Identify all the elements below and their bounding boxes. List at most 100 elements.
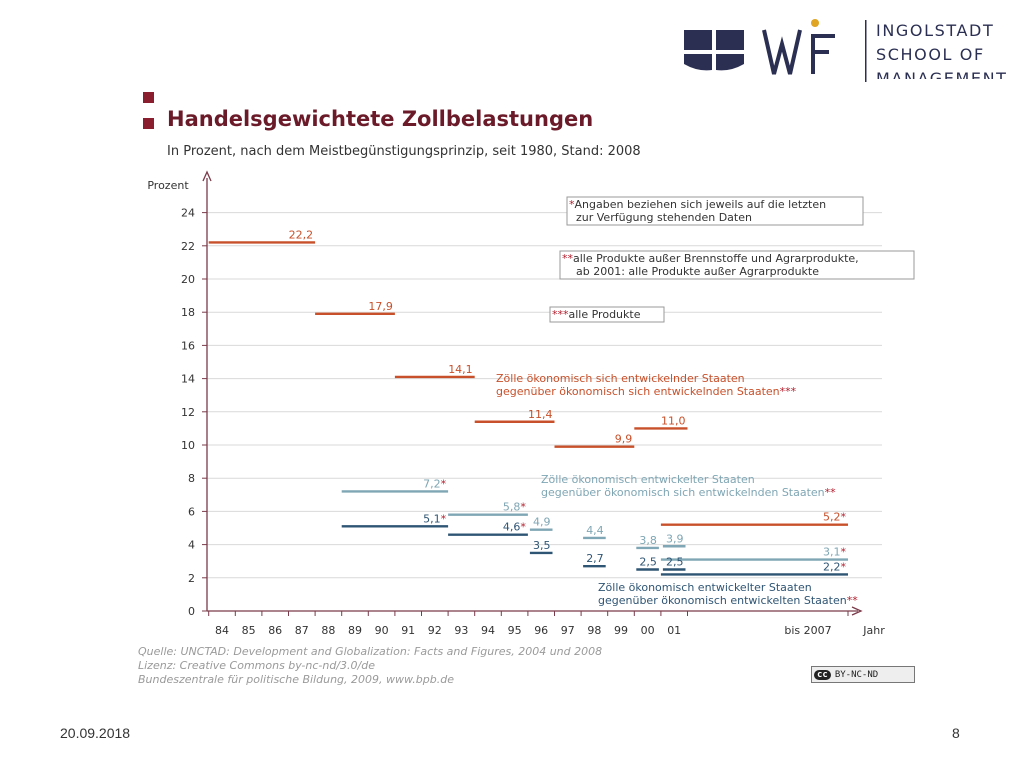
- data-label: 3,8: [639, 534, 657, 547]
- series-label-line: Zölle ökonomisch sich entwickelnder Staa…: [496, 372, 745, 385]
- data-label: 5,2*: [823, 511, 847, 524]
- cc-license-badge[interactable]: cc BY-NC-ND: [811, 666, 915, 683]
- footnote-marker: **: [825, 486, 837, 499]
- x-tick-label: 98: [587, 624, 601, 637]
- y-tick-label: 16: [181, 339, 195, 352]
- x-tick-label: 88: [321, 624, 335, 637]
- footnote-marker: *: [441, 477, 447, 490]
- data-label: 3,5: [533, 539, 551, 552]
- series-label-line: Zölle ökonomisch entwickelter Staaten: [541, 473, 755, 486]
- y-tick-label: 2: [188, 572, 195, 585]
- x-tick-label: 01: [667, 624, 681, 637]
- y-tick-label: 20: [181, 273, 195, 286]
- footnote-marker: *: [841, 511, 847, 524]
- y-tick-label: 4: [188, 539, 195, 552]
- data-label: 2,5: [666, 556, 684, 569]
- logo-text-line-1: INGOLSTADT: [876, 21, 995, 40]
- data-label: 7,2*: [423, 477, 447, 490]
- x-tick-label: 92: [428, 624, 442, 637]
- footnote-box: [559, 250, 915, 280]
- series-label-line: gegenüber ökonomisch sich entwickelnden …: [541, 486, 836, 499]
- footnote-marker: **: [562, 252, 574, 265]
- logo-text-line-3: MANAGEMENT: [876, 69, 1008, 79]
- y-tick-label: 0: [188, 605, 195, 618]
- footnote-marker: *: [841, 560, 847, 573]
- x-tick-label: 99: [614, 624, 628, 637]
- series-label-line: Zölle ökonomisch entwickelter Staaten: [598, 581, 812, 594]
- data-label: 11,0: [661, 414, 686, 427]
- x-tick-label: 97: [561, 624, 575, 637]
- x-tick-label: 91: [401, 624, 415, 637]
- x-tick-label: 86: [268, 624, 282, 637]
- x-tick-label: 90: [375, 624, 389, 637]
- x-tick-label: 00: [641, 624, 655, 637]
- data-label: 11,4: [528, 408, 553, 421]
- y-tick-label: 14: [181, 373, 195, 386]
- x-tick-label: 87: [295, 624, 309, 637]
- series-label-line: gegenüber ökonomisch entwickelten Staate…: [598, 594, 858, 607]
- chart-title: Handelsgewichtete Zollbelastungen: [167, 107, 594, 131]
- cc-icon: cc: [814, 669, 831, 680]
- data-label: 22,2: [289, 228, 314, 241]
- data-label: 2,5: [639, 556, 657, 569]
- footnote-text: **alle Produkte außer Brennstoffe und Ag…: [562, 252, 859, 265]
- data-label: 14,1: [448, 363, 473, 376]
- footnote-text: zur Verfügung stehenden Daten: [576, 211, 752, 224]
- license-badge-label: BY-NC-ND: [834, 669, 879, 680]
- license-line: Lizenz: Creative Commons by-nc-nd/3.0/de: [138, 659, 375, 672]
- x-tick-label: 89: [348, 624, 362, 637]
- footnote-text: *Angaben beziehen sich jeweils auf die l…: [569, 198, 826, 211]
- data-label: 2,7: [586, 552, 604, 565]
- x-axis-arrow: [851, 606, 863, 616]
- data-label: 5,1*: [423, 512, 447, 525]
- y-axis-title: Prozent: [147, 179, 189, 192]
- x-axis-title: Jahr: [862, 624, 885, 637]
- school-logo: [684, 19, 867, 82]
- footnote-marker: *: [520, 521, 526, 534]
- footnote-marker: *: [441, 512, 447, 525]
- data-label: 9,9: [615, 433, 633, 446]
- footnote-text: ***alle Produkte: [552, 308, 641, 321]
- x-tick-label: 96: [534, 624, 548, 637]
- logo-shield-mark: [684, 30, 744, 71]
- y-tick-label: 24: [181, 207, 195, 220]
- x-tick-label: 95: [508, 624, 522, 637]
- data-label: 4,9: [533, 516, 551, 529]
- title-bullet: [143, 92, 154, 103]
- footnote-box: [549, 306, 665, 323]
- title-bullet: [143, 118, 154, 129]
- y-tick-label: 8: [188, 472, 195, 485]
- footnote-marker: *: [569, 198, 575, 211]
- page-number: 8: [952, 725, 960, 741]
- x-tick-label: 94: [481, 624, 495, 637]
- logo-wf-mark: [762, 19, 835, 75]
- y-tick-label: 12: [181, 406, 195, 419]
- y-axis-arrow: [202, 170, 212, 182]
- y-tick-label: 6: [188, 505, 195, 518]
- data-label: 3,9: [666, 532, 684, 545]
- logo-text-line-2: SCHOOL OF: [876, 45, 985, 64]
- series-label-line: gegenüber ökonomisch sich entwickelnden …: [496, 385, 797, 398]
- data-label: 17,9: [368, 300, 393, 313]
- x-tick-label: bis 2007: [784, 624, 831, 637]
- footer-date: 20.09.2018: [60, 725, 131, 741]
- footnote-marker: **: [847, 594, 859, 607]
- x-tick-label: 85: [242, 624, 256, 637]
- footnote-marker: ***: [780, 385, 797, 398]
- data-label: 2,2*: [823, 560, 847, 573]
- footnote-marker: *: [841, 546, 847, 559]
- y-tick-label: 10: [181, 439, 195, 452]
- data-label: 4,6*: [503, 521, 527, 534]
- footnote-box: [566, 196, 864, 226]
- data-label: 5,8*: [503, 501, 527, 514]
- y-tick-label: 18: [181, 306, 195, 319]
- publisher-line: Bundeszentrale für politische Bildung, 2…: [138, 673, 454, 686]
- chart-subtitle: In Prozent, nach dem Meistbegünstigungsp…: [167, 144, 641, 159]
- logo-divider: [865, 20, 867, 82]
- data-label: 4,4: [586, 524, 604, 537]
- y-tick-label: 22: [181, 240, 195, 253]
- source-line: Quelle: UNCTAD: Development and Globaliz…: [138, 645, 603, 658]
- footnote-marker: ***: [552, 308, 569, 321]
- footnote-text: ab 2001: alle Produkte außer Agrarproduk…: [576, 265, 819, 278]
